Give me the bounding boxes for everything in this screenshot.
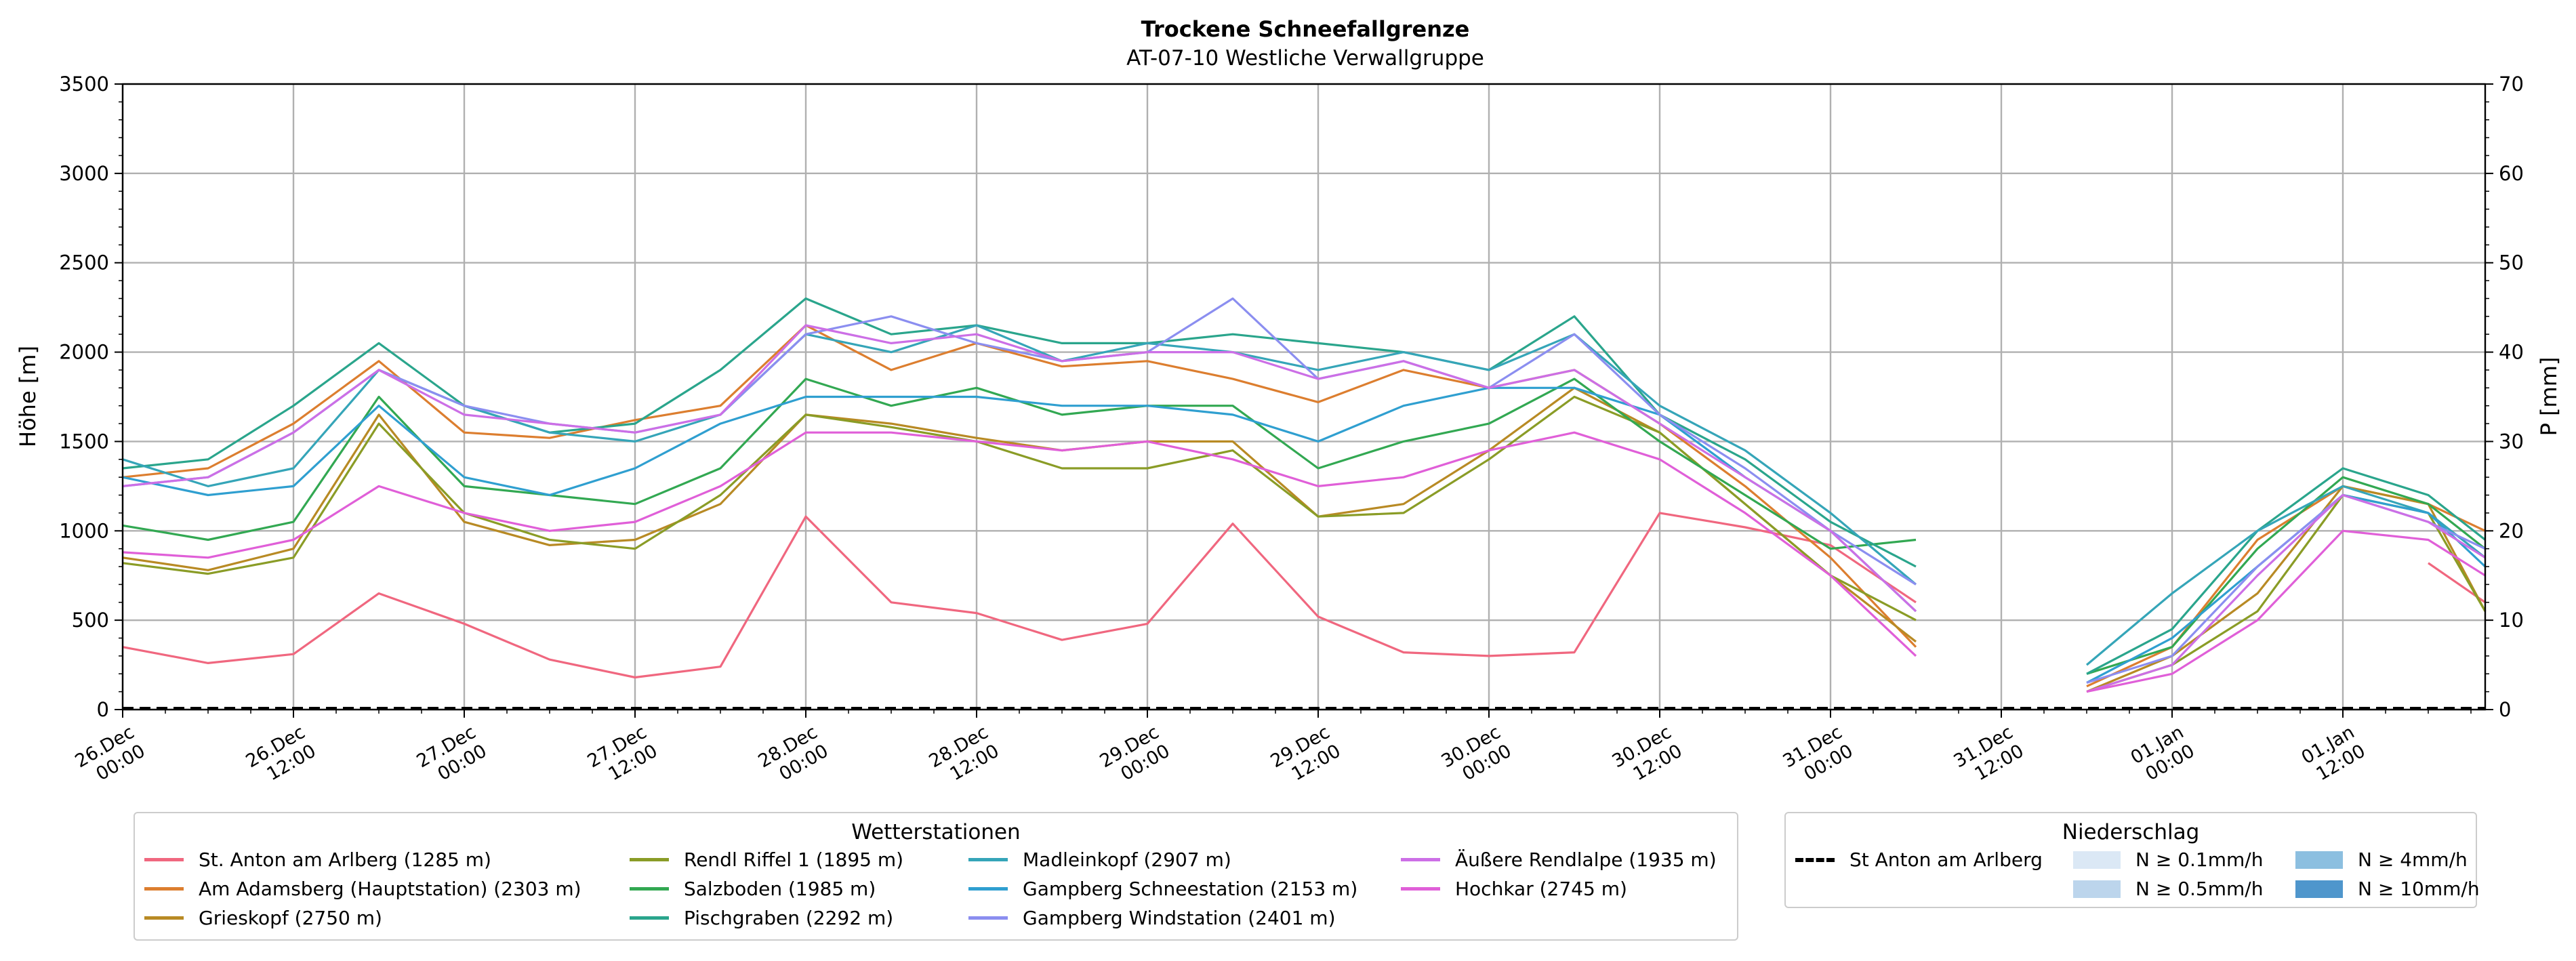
series-line-10 <box>122 431 2486 693</box>
station-legend-entry: St. Anton am Arlberg (1285 m) <box>144 848 491 871</box>
station-legend-entry: Rendl Riffel 1 (1895 m) <box>630 848 903 871</box>
station-legend-swatch <box>968 858 1008 861</box>
precip-legend-label: N ≥ 0.5mm/h <box>2135 878 2264 900</box>
station-legend-swatch <box>1401 858 1440 861</box>
station-legend-entry: Pischgraben (2292 m) <box>630 907 893 929</box>
station-legend-entry: Gampberg Schneestation (2153 m) <box>968 878 1357 900</box>
station-legend-label: Hochkar (2745 m) <box>1455 878 1627 900</box>
series-layer <box>122 297 2487 710</box>
station-legend-entry: Äußere Rendlalpe (1935 m) <box>1401 848 1717 871</box>
y-axis-label: Höhe [m] <box>15 346 41 447</box>
station-legend-label: Pischgraben (2292 m) <box>684 907 894 929</box>
y2tick-label: 40 <box>2499 341 2524 364</box>
precip-legend-entry: N ≥ 0.1mm/h <box>2073 848 2263 871</box>
precip-legend-label: N ≥ 4mm/h <box>2358 848 2468 871</box>
precip-legend-swatch <box>2295 880 2343 898</box>
station-legend-label: Gampberg Windstation (2401 m) <box>1023 907 1336 929</box>
ytick-label: 2000 <box>59 341 109 364</box>
series-line-7 <box>122 386 2487 684</box>
y2tick-label: 60 <box>2499 162 2524 185</box>
precip-legend-label: N ≥ 10mm/h <box>2358 878 2480 900</box>
chart-subtitle: AT-07-10 Westliche Verwallgruppe <box>1126 46 1484 70</box>
series-line-0 <box>122 512 2486 679</box>
precip-legend: Niederschlag St Anton am Arlberg N ≥ 0.1… <box>1784 812 2480 908</box>
station-legend-title: Wetterstationen <box>851 820 1021 844</box>
precip-legend-swatch <box>2073 851 2121 869</box>
station-legend-label: Rendl Riffel 1 (1895 m) <box>684 848 904 871</box>
precip-legend-entry: N ≥ 10mm/h <box>2295 878 2480 900</box>
station-legend-entry: Salzboden (1985 m) <box>630 878 876 900</box>
station-legend-swatch <box>630 916 669 920</box>
station-legend-swatch <box>144 858 184 861</box>
y2tick-label: 70 <box>2499 73 2524 96</box>
station-legend: Wetterstationen St. Anton am Arlberg (12… <box>134 812 1738 941</box>
y2-axis-label: P [mm] <box>2536 357 2562 436</box>
ytick-label: 1000 <box>59 519 109 542</box>
series-line-9 <box>122 324 2486 693</box>
station-legend-entry: Am Adamsberg (Hauptstation) (2303 m) <box>144 878 581 900</box>
station-legend-swatch <box>1401 887 1440 891</box>
station-legend-label: Äußere Rendlalpe (1935 m) <box>1455 848 1717 871</box>
precip-legend-title: Niederschlag <box>2062 820 2200 844</box>
station-legend-label: Salzboden (1985 m) <box>684 878 876 900</box>
station-legend-swatch <box>144 916 184 920</box>
ytick-label: 3500 <box>59 73 109 96</box>
ytick-label: 0 <box>97 698 109 721</box>
series-line-6 <box>122 324 2486 666</box>
station-legend-swatch <box>144 887 184 891</box>
grid-layer <box>121 83 2485 711</box>
precip-legend-entry: N ≥ 0.5mm/h <box>2073 878 2263 900</box>
station-legend-label: St. Anton am Arlberg (1285 m) <box>199 848 491 871</box>
precip-legend-label: N ≥ 0.1mm/h <box>2135 848 2264 871</box>
y2tick-label: 30 <box>2499 430 2524 453</box>
y2tick-label: 20 <box>2499 519 2524 542</box>
series-line-8 <box>122 297 2486 684</box>
precip-legend-entry: N ≥ 4mm/h <box>2295 848 2468 871</box>
axis-layer: 0 0 500 10 1000 20 1500 30 2000 40 2500 50 3000 60 350… <box>59 73 2524 785</box>
ytick-label: 2500 <box>59 251 109 274</box>
station-legend-swatch <box>630 887 669 891</box>
station-legend-label: Grieskopf (2750 m) <box>199 907 382 929</box>
y2tick-label: 10 <box>2499 609 2524 632</box>
precip-legend-swatch <box>2295 851 2343 869</box>
y2tick-label: 50 <box>2499 251 2524 274</box>
station-legend-entry: Gampberg Windstation (2401 m) <box>968 907 1336 929</box>
station-legend-swatch <box>968 887 1008 891</box>
station-legend-label: Am Adamsberg (Hauptstation) (2303 m) <box>199 878 581 900</box>
station-legend-entry: Grieskopf (2750 m) <box>144 907 382 929</box>
plot-frame <box>121 83 2487 711</box>
station-legend-label: Madleinkopf (2907 m) <box>1023 848 1231 871</box>
precip-line-label: St Anton am Arlberg <box>1849 848 2043 871</box>
ytick-label: 3000 <box>59 162 109 185</box>
precip-legend-swatch <box>2073 880 2121 898</box>
station-legend-swatch <box>630 858 669 861</box>
station-legend-swatch <box>968 916 1008 920</box>
ytick-label: 500 <box>72 609 109 632</box>
series-line-5 <box>122 297 2486 675</box>
precip-legend-line-entry: St Anton am Arlberg <box>1795 848 2043 871</box>
dashed-line-swatch <box>1795 857 1835 862</box>
ytick-label: 1500 <box>59 430 109 453</box>
chart-title: Trockene Schneefallgrenze <box>1141 16 1470 42</box>
y2tick-label: 0 <box>2499 698 2511 721</box>
station-legend-entry: Hochkar (2745 m) <box>1401 878 1627 900</box>
station-legend-label: Gampberg Schneestation (2153 m) <box>1023 878 1358 900</box>
station-legend-entry: Madleinkopf (2907 m) <box>968 848 1231 871</box>
